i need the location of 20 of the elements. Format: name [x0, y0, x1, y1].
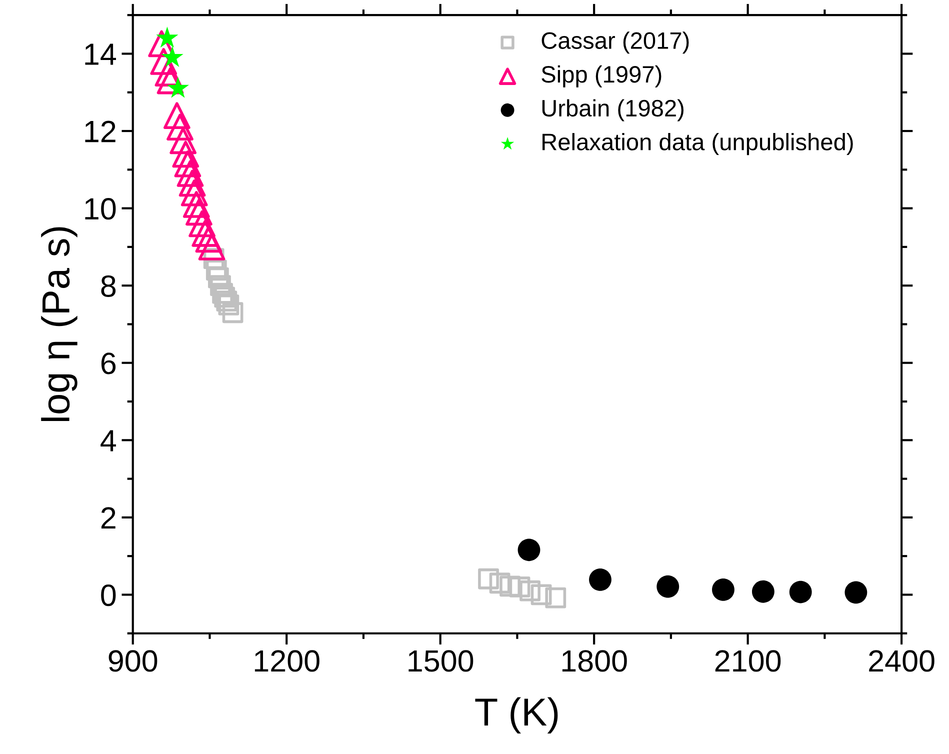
y-tick-label: 2: [101, 507, 116, 529]
y-tick-label: 0: [101, 584, 116, 606]
y-tick-label: 4: [100, 430, 116, 452]
x-tick-label: 900: [108, 650, 158, 672]
legend-label: Sipp (1997): [542, 65, 662, 88]
y-tick-label: 6: [101, 352, 116, 374]
y-tick-label: 12: [85, 120, 116, 142]
x-tick-label: 1500: [408, 650, 474, 672]
legend-label: Cassar (2017): [542, 32, 689, 54]
y-tick-label: 10: [85, 198, 116, 220]
x-tick-label: 2400: [869, 650, 934, 672]
legend-label: Urbain (1982): [542, 99, 684, 122]
x-tick-label: 1800: [562, 650, 627, 672]
legend-label: Relaxation data (unpublished): [542, 133, 853, 156]
y-tick-label: 8: [101, 275, 116, 297]
x-axis-title: T (K): [475, 697, 558, 734]
x-tick-label: 2100: [715, 650, 781, 672]
y-axis-title: log η (Pa s): [41, 227, 78, 422]
y-tick-label: 14: [85, 44, 116, 65]
x-tick-label: 1200: [254, 650, 320, 672]
